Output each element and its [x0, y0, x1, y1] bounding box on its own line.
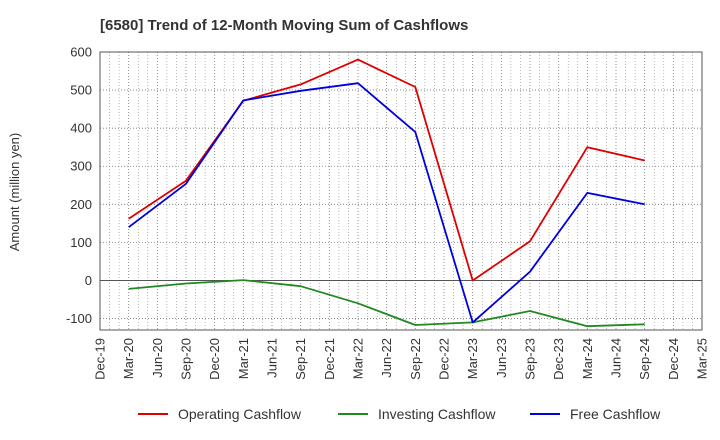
x-tick-label: Mar-21 [236, 338, 251, 379]
x-tick-label: Jun-20 [150, 338, 165, 378]
x-tick-label: Dec-23 [551, 338, 566, 380]
y-tick-label: -100 [66, 311, 92, 326]
legend-label: Investing Cashflow [378, 406, 496, 422]
x-tick-label: Mar-24 [580, 338, 595, 379]
x-tick-label: Dec-24 [666, 338, 681, 380]
plot-frame [99, 51, 703, 331]
x-tick-label: Dec-21 [322, 338, 337, 380]
legend-item-free-cashflow: Free Cashflow [530, 406, 661, 422]
grid [99, 51, 703, 330]
x-tick-label: Jun-21 [265, 338, 280, 378]
x-tick-label: Sep-21 [293, 338, 308, 380]
x-tick-label: Mar-20 [121, 338, 136, 379]
y-ticks: -100 0 100 200 300 400 500 600 [66, 45, 92, 327]
x-tick-label: Sep-24 [637, 338, 652, 380]
y-tick-label: 600 [70, 45, 92, 60]
y-tick-label: 400 [70, 121, 92, 136]
legend-item-operating-cashflow: Operating Cashflow [138, 406, 302, 422]
y-tick-label: 300 [70, 159, 92, 174]
x-tick-label: Mar-25 [695, 338, 710, 379]
legend-item-investing-cashflow: Investing Cashflow [338, 406, 496, 422]
free-cashflow-line [128, 82, 645, 324]
x-tick-label: Jun-23 [494, 338, 509, 378]
y-tick-label: 0 [85, 273, 92, 288]
x-tick-label: Mar-23 [465, 338, 480, 379]
x-tick-label: Jun-22 [379, 338, 394, 378]
x-tick-label: Sep-20 [179, 338, 194, 380]
y-tick-label: 500 [70, 83, 92, 98]
investing-cashflow-line [128, 279, 645, 328]
legend-label: Operating Cashflow [178, 406, 302, 422]
x-tick-label: Sep-23 [523, 338, 538, 380]
x-tick-label: Mar-22 [351, 338, 366, 379]
x-ticks: Dec-19 Mar-20 Jun-20 Sep-20 Dec-20 Mar-21 Jun-… [93, 338, 710, 380]
x-tick-label: Jun-24 [609, 338, 624, 378]
x-tick-label: Dec-19 [93, 338, 108, 380]
series [128, 58, 645, 328]
y-tick-label: 200 [70, 197, 92, 212]
y-axis-label: Amount (million yen) [7, 133, 22, 252]
chart-title: [6580] Trend of 12-Month Moving Sum of C… [100, 17, 468, 34]
x-tick-label: Sep-22 [408, 338, 423, 380]
legend: Operating Cashflow Investing Cashflow Free… [138, 406, 661, 422]
x-tick-label: Dec-22 [437, 338, 452, 380]
y-tick-label: 100 [70, 235, 92, 250]
x-tick-label: Dec-20 [207, 338, 222, 380]
legend-label: Free Cashflow [570, 406, 661, 422]
